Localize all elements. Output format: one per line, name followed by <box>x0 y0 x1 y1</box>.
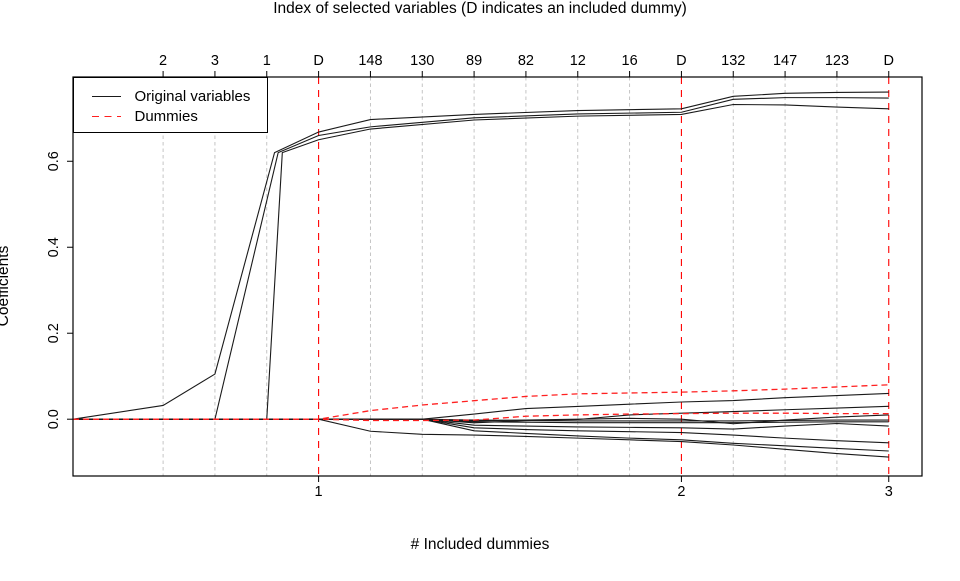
svg-text:148: 148 <box>358 53 382 69</box>
svg-text:3: 3 <box>211 53 219 69</box>
svg-text:123: 123 <box>825 53 849 69</box>
svg-text:1: 1 <box>263 53 271 69</box>
svg-text:0.2: 0.2 <box>46 323 62 343</box>
svg-text:2: 2 <box>677 484 685 500</box>
svg-text:3: 3 <box>885 484 893 500</box>
svg-text:130: 130 <box>410 53 434 69</box>
svg-text:0.0: 0.0 <box>46 409 62 429</box>
svg-text:89: 89 <box>466 53 482 69</box>
svg-text:0.6: 0.6 <box>46 151 62 171</box>
svg-text:1: 1 <box>315 484 323 500</box>
svg-text:D: D <box>884 53 894 69</box>
svg-text:132: 132 <box>721 53 745 69</box>
svg-text:12: 12 <box>570 53 586 69</box>
svg-text:82: 82 <box>518 53 534 69</box>
svg-text:2: 2 <box>159 53 167 69</box>
svg-text:D: D <box>313 53 323 69</box>
svg-text:0.4: 0.4 <box>46 237 62 257</box>
svg-text:D: D <box>676 53 686 69</box>
svg-text:16: 16 <box>622 53 638 69</box>
svg-text:147: 147 <box>773 53 797 69</box>
